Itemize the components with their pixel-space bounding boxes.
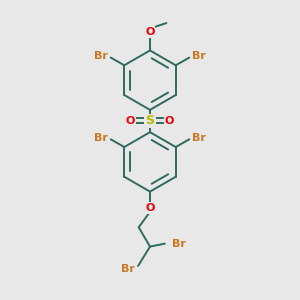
Text: O: O	[165, 116, 174, 126]
Text: Br: Br	[94, 51, 108, 61]
Text: O: O	[145, 27, 155, 37]
Text: Br: Br	[121, 264, 134, 274]
Text: O: O	[145, 203, 155, 213]
Text: Br: Br	[172, 238, 186, 249]
Text: S: S	[146, 114, 154, 128]
Text: Br: Br	[192, 51, 206, 61]
Text: O: O	[126, 116, 135, 126]
Text: Br: Br	[192, 133, 206, 143]
Text: Br: Br	[94, 133, 108, 143]
